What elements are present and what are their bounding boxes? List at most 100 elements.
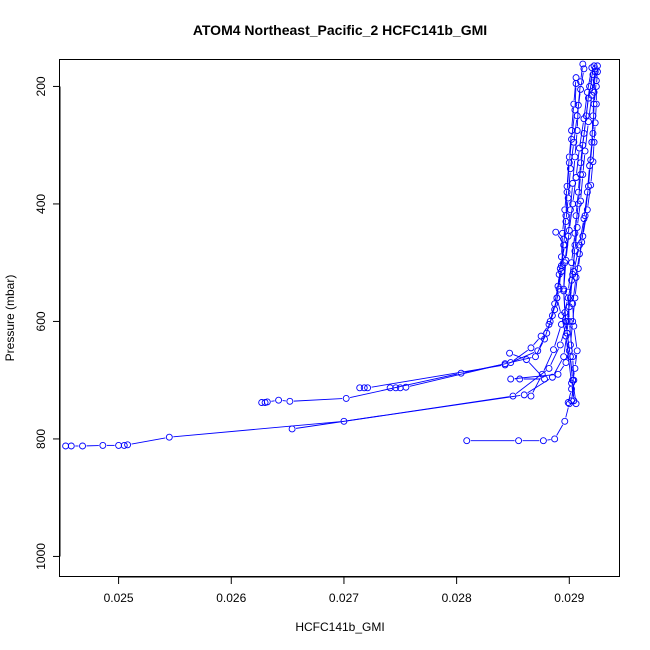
y-tick-label: 400 xyxy=(34,194,48,214)
series-segment xyxy=(588,163,591,183)
data-point xyxy=(569,317,577,325)
series-layer xyxy=(62,60,601,450)
data-point xyxy=(583,88,591,96)
data-point xyxy=(588,64,596,72)
series-segment xyxy=(574,248,580,268)
series-segment xyxy=(583,213,588,233)
data-point xyxy=(574,101,582,109)
series-segment xyxy=(563,266,566,286)
data-point xyxy=(572,74,580,82)
data-point xyxy=(579,60,587,68)
series-segment xyxy=(514,374,555,380)
series-segment xyxy=(587,189,591,206)
series-segment xyxy=(545,325,550,336)
series-segment xyxy=(593,75,596,89)
data-point xyxy=(561,417,569,425)
series-segment xyxy=(594,84,597,101)
data-point xyxy=(99,441,107,449)
series-10 xyxy=(560,60,587,408)
series-segment xyxy=(576,109,579,127)
data-point xyxy=(551,435,559,443)
series-segment xyxy=(582,154,586,171)
data-point xyxy=(520,391,528,399)
series-segment xyxy=(580,178,583,198)
x-tick-label: 0.029 xyxy=(554,591,584,605)
series-segment xyxy=(574,231,578,248)
data-point xyxy=(551,300,559,308)
data-point xyxy=(562,218,570,226)
data-point xyxy=(556,265,564,273)
data-point xyxy=(571,364,579,372)
series-segment xyxy=(577,204,581,224)
series-segment xyxy=(513,354,523,359)
data-point xyxy=(561,309,569,317)
series-segment xyxy=(572,281,576,300)
data-point xyxy=(402,383,410,391)
data-point xyxy=(561,259,569,267)
series-11 xyxy=(564,68,601,406)
series-segment xyxy=(563,219,566,236)
series-segment xyxy=(567,337,571,353)
y-tick-label: 200 xyxy=(34,76,48,96)
data-point xyxy=(356,384,364,392)
data-point xyxy=(124,441,132,449)
data-point xyxy=(527,392,535,400)
data-point xyxy=(594,68,601,76)
data-point xyxy=(588,138,596,146)
data-point xyxy=(573,112,581,120)
series-segment xyxy=(557,301,561,312)
series-segment xyxy=(564,316,568,330)
data-point xyxy=(572,273,580,281)
data-point xyxy=(523,356,530,364)
series-segment xyxy=(592,146,595,158)
data-point xyxy=(275,396,283,404)
x-tick-label: 0.027 xyxy=(329,591,359,605)
series-4 xyxy=(288,65,599,433)
data-point xyxy=(573,347,581,355)
series-segment xyxy=(576,257,580,274)
data-point xyxy=(516,375,524,383)
series-segment xyxy=(596,75,598,83)
data-point xyxy=(569,300,577,308)
series-segment xyxy=(539,336,546,348)
series-segment xyxy=(569,134,572,153)
series-segment xyxy=(569,143,572,159)
series-segment xyxy=(293,398,343,402)
series-segment xyxy=(579,122,584,145)
data-point xyxy=(556,341,564,349)
data-point xyxy=(591,68,599,76)
series-segment xyxy=(581,219,586,239)
series-segment xyxy=(557,235,563,243)
series-segment xyxy=(574,134,578,153)
series-segment xyxy=(556,272,561,295)
series-segment xyxy=(579,240,583,251)
data-point xyxy=(589,129,597,137)
series-segment xyxy=(564,190,568,206)
series-segment xyxy=(173,421,341,438)
data-point xyxy=(566,206,574,214)
series-segment xyxy=(553,359,563,374)
data-point xyxy=(565,317,573,325)
series-segment xyxy=(570,187,573,206)
data-point xyxy=(589,158,597,166)
x-tick-label: 0.028 xyxy=(442,591,472,605)
series-segment xyxy=(573,81,577,101)
y-tick-label: 800 xyxy=(34,429,48,449)
data-point xyxy=(570,138,578,146)
series-segment xyxy=(536,342,544,354)
data-point xyxy=(543,329,551,337)
series-segment xyxy=(571,113,575,136)
y-tick-label: 600 xyxy=(34,311,48,331)
series-segment xyxy=(570,325,573,342)
data-point xyxy=(583,206,591,214)
series-segment xyxy=(554,328,561,346)
series-segment xyxy=(547,439,551,441)
series-segment xyxy=(566,160,570,183)
series-segment xyxy=(572,307,575,323)
series-segment xyxy=(576,152,580,174)
series-segment xyxy=(563,225,566,242)
series-segment xyxy=(271,400,275,402)
series-segment xyxy=(573,119,578,139)
series-segment xyxy=(596,69,598,77)
series-segment xyxy=(590,165,594,182)
